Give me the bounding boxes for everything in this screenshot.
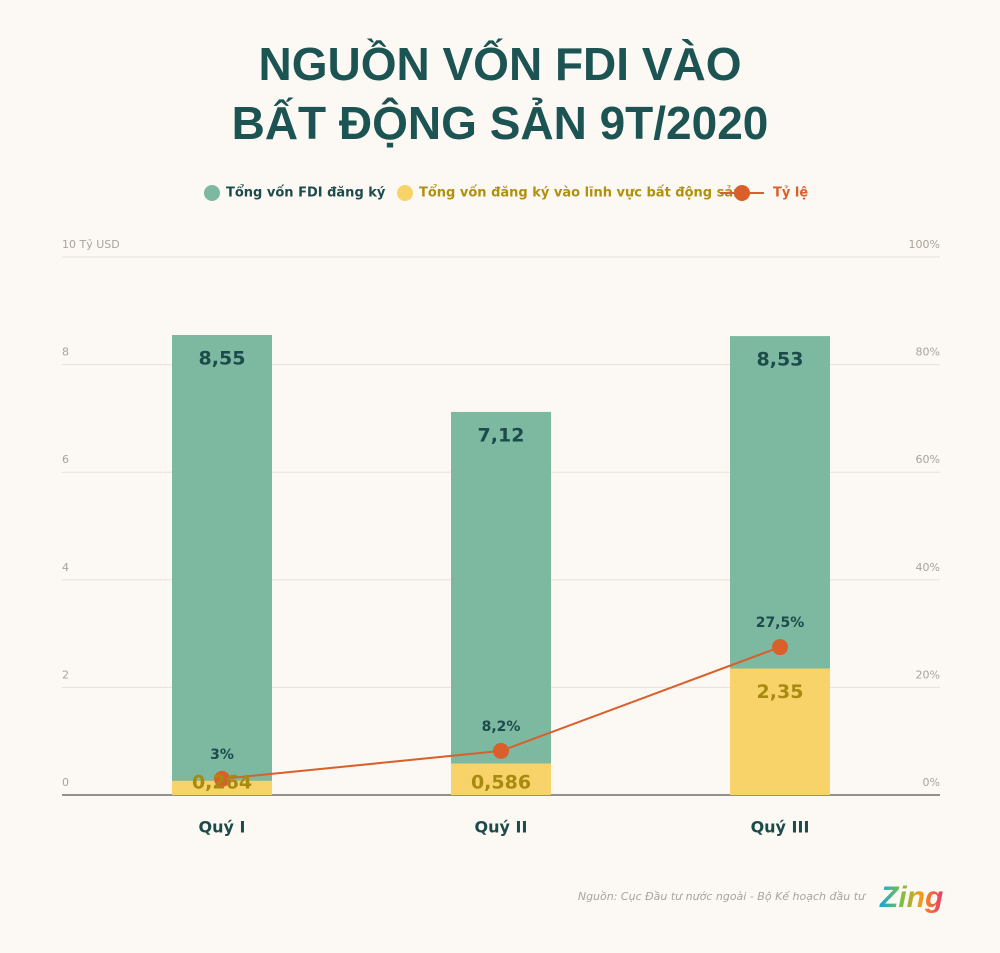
chart-title: NGUỒN VỐN FDI VÀO (258, 38, 741, 90)
y2-tick-label: 80% (916, 346, 940, 359)
y2-tick-label: 20% (916, 668, 940, 681)
logo: Zing (879, 881, 943, 914)
chart-title: BẤT ĐỘNG SẢN 9T/2020 (232, 97, 769, 149)
x-tick-label: Quý II (475, 818, 528, 837)
source-note: Nguồn: Cục Đầu tư nước ngoài - Bộ Kế hoạ… (578, 890, 866, 903)
point-label: 8,2% (482, 719, 521, 735)
value-label: 8,55 (199, 348, 246, 370)
y-tick-label: 0 (62, 776, 69, 789)
y-tick-label: 10 Tỷ USD (62, 238, 120, 251)
y-tick-label: 8 (62, 346, 69, 359)
legend-label: Tổng vốn đăng ký vào lĩnh vực bất động s… (419, 185, 742, 201)
legend-label: Tổng vốn FDI đăng ký (226, 185, 386, 201)
legend-marker (204, 185, 220, 201)
line-point (772, 639, 788, 656)
line-point (214, 770, 230, 787)
legend-marker (734, 185, 750, 201)
y2-tick-label: 60% (916, 453, 940, 466)
value-label: 2,35 (757, 681, 804, 703)
bar (172, 780, 272, 795)
value-label: 0,264 (192, 772, 252, 794)
x-tick-label: Quý I (199, 818, 246, 837)
legend-marker (397, 185, 413, 201)
bar (172, 335, 272, 795)
bar (451, 763, 551, 795)
bar (730, 668, 830, 795)
legend-label: Tỷ lệ (773, 186, 808, 201)
value-label: 0,586 (471, 772, 531, 794)
point-label: 27,5% (756, 615, 805, 631)
value-label: 8,53 (757, 349, 804, 371)
value-label: 7,12 (478, 424, 525, 446)
point-label: 3% (210, 747, 234, 763)
y-tick-label: 2 (62, 668, 69, 681)
y2-tick-label: 0% (923, 776, 940, 789)
y2-tick-label: 100% (909, 238, 940, 251)
bar (451, 411, 551, 795)
y-tick-label: 4 (62, 561, 69, 574)
y2-tick-label: 40% (916, 561, 940, 574)
y-tick-label: 6 (62, 453, 69, 466)
x-tick-label: Quý III (751, 818, 810, 837)
line-point (493, 742, 509, 759)
